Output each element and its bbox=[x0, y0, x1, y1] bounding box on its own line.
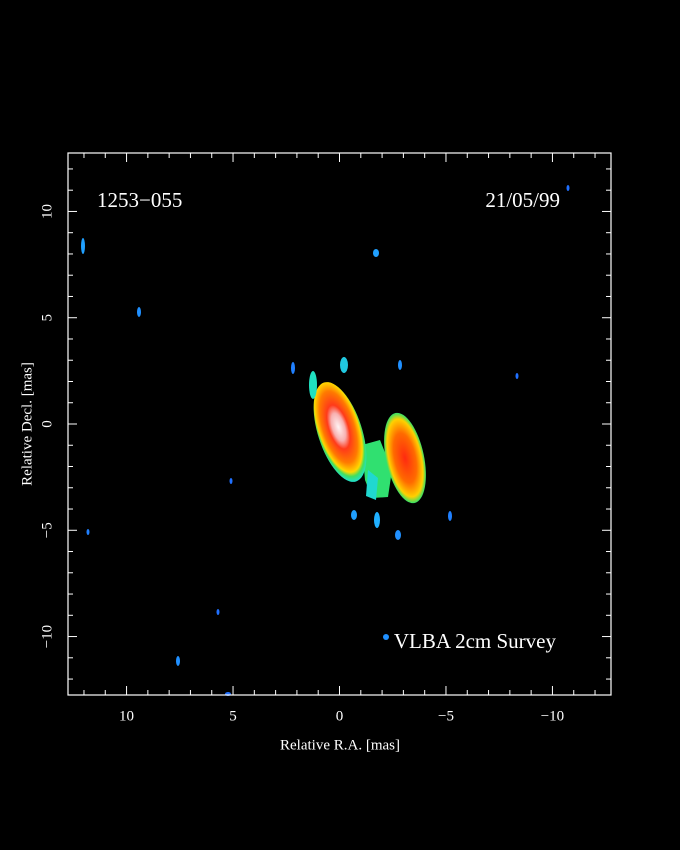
x-tick-label: −10 bbox=[541, 708, 564, 724]
x-axis-label: Relative R.A. [mas] bbox=[280, 737, 400, 753]
y-tick-label: 10 bbox=[39, 204, 55, 219]
y-tick-label: −5 bbox=[39, 522, 55, 538]
y-axis-label: Relative Decl. [mas] bbox=[19, 362, 35, 486]
y-tick-label: 0 bbox=[39, 420, 55, 428]
survey-caption: VLBA 2cm Survey bbox=[394, 629, 557, 653]
y-tick-label: 5 bbox=[39, 314, 55, 322]
y-tick-label: −10 bbox=[39, 625, 55, 648]
epoch-date: 21/05/99 bbox=[485, 188, 560, 212]
source-name: 1253−055 bbox=[97, 188, 182, 212]
x-tick-label: 5 bbox=[229, 708, 237, 724]
x-tick-label: −5 bbox=[438, 708, 454, 724]
emission bbox=[81, 185, 570, 696]
x-tick-label: 0 bbox=[336, 708, 344, 724]
x-tick-label: 10 bbox=[119, 708, 134, 724]
